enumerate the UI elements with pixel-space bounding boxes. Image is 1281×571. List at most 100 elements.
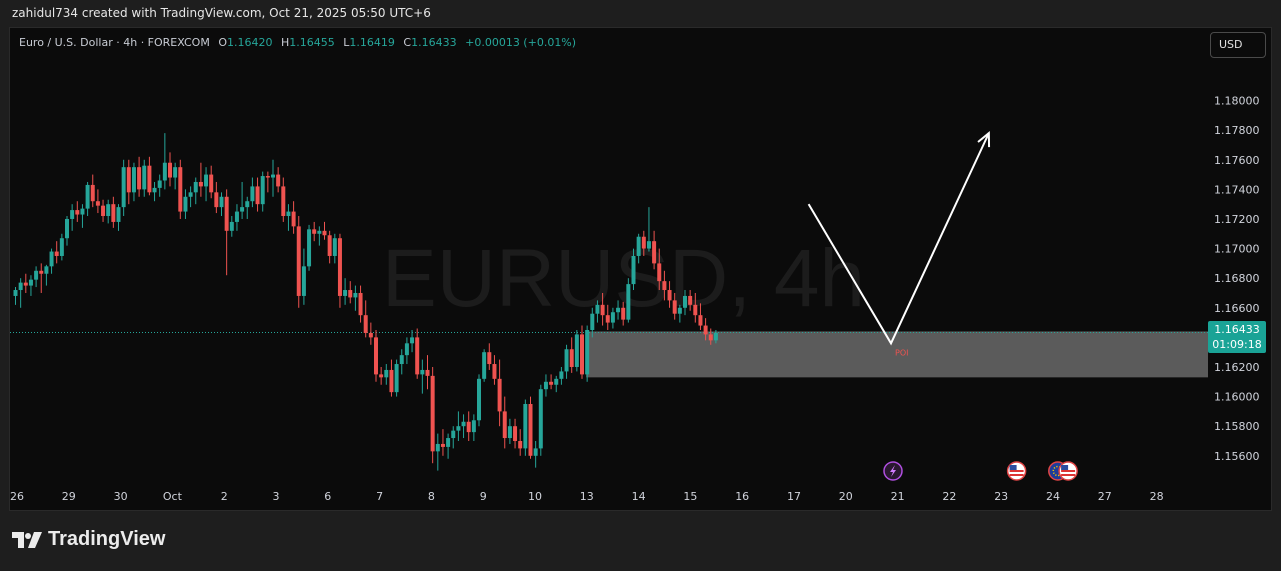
candle-body[interactable] [348,290,353,298]
candle-body[interactable] [137,167,142,190]
candle-body[interactable] [399,355,404,365]
candle-body[interactable] [518,440,523,449]
candle-body[interactable] [152,187,157,193]
candle-body[interactable] [126,167,131,193]
candle-body[interactable] [219,196,224,208]
candle-body[interactable] [374,337,378,375]
candle-body[interactable] [18,282,23,291]
candle-body[interactable] [698,315,703,326]
currency-button[interactable]: USD [1210,32,1266,58]
candle-body[interactable] [631,255,636,285]
candle-body[interactable] [440,443,445,447]
candle-body[interactable] [111,204,116,222]
candle-body[interactable] [492,364,497,379]
candle-body[interactable] [461,421,466,427]
candle-body[interactable] [260,176,265,205]
candle-body[interactable] [394,364,399,393]
candle-body[interactable] [198,181,203,187]
candle-body[interactable] [430,375,435,452]
candle-body[interactable] [276,174,281,187]
projection-path[interactable] [807,132,990,346]
candle-body[interactable] [564,349,569,372]
candle-body[interactable] [90,184,95,202]
candle-body[interactable] [28,279,33,286]
candle-body[interactable] [420,369,425,375]
candle-body[interactable] [652,241,657,264]
candle-body[interactable] [75,210,80,215]
candle-body[interactable] [688,295,693,305]
candle-body[interactable] [693,304,698,316]
candle-body[interactable] [358,292,363,316]
candle-body[interactable] [384,369,389,378]
candle-body[interactable] [636,236,641,256]
candle-body[interactable] [116,207,121,222]
candle-body[interactable] [456,426,461,431]
candle-body[interactable] [343,290,348,296]
candle-body[interactable] [404,343,409,356]
poi-zone[interactable] [586,331,1208,378]
chart-panel[interactable]: EURUSD, 4h POI 1.18000 1.17800 1.17600 1.1740… [9,27,1272,511]
candle-body[interactable] [13,290,18,296]
candle-body[interactable] [363,315,368,333]
candle-body[interactable] [466,421,471,433]
candle-body[interactable] [569,349,574,367]
candle-body[interactable] [410,337,415,344]
candle-body[interactable] [605,315,610,323]
candle-body[interactable] [301,266,306,296]
candle-body[interactable] [250,186,255,202]
candle-body[interactable] [471,420,476,433]
candle-body[interactable] [178,167,183,212]
candle-body[interactable] [54,251,59,256]
candle-body[interactable] [610,312,615,323]
candle-body[interactable] [337,238,342,296]
candle-body[interactable] [44,266,49,274]
candle-body[interactable] [713,332,718,341]
symbol-name[interactable]: Euro / U.S. Dollar · 4h · FOREXCOM [19,36,210,49]
candle-body[interactable] [209,174,214,193]
candle-body[interactable] [332,238,337,256]
candle-body[interactable] [291,211,296,227]
candle-body[interactable] [173,167,178,178]
candle-body[interactable] [600,304,605,316]
candle-body[interactable] [322,230,327,236]
candle-body[interactable] [415,337,420,375]
candle-body[interactable] [188,192,193,197]
candle-body[interactable] [70,210,75,219]
candle-body[interactable] [646,241,651,249]
candle-body[interactable] [34,270,39,280]
candle-body[interactable] [147,165,152,193]
candle-body[interactable] [487,352,492,365]
candle-body[interactable] [271,174,275,178]
candle-body[interactable] [59,238,64,256]
candle-body[interactable] [80,208,85,215]
candle-body[interactable] [307,229,312,267]
candle-body[interactable] [533,448,538,456]
candle-body[interactable] [672,300,677,314]
candle-body[interactable] [528,403,533,456]
candle-body[interactable] [95,201,100,206]
candle-body[interactable] [106,204,111,217]
candle-body[interactable] [502,411,507,439]
candle-body[interactable] [451,430,456,439]
candle-body[interactable] [265,176,270,178]
candle-body[interactable] [193,181,198,193]
candle-body[interactable] [353,292,358,298]
candle-body[interactable] [389,369,394,393]
candle-body[interactable] [245,201,250,208]
candle-body[interactable] [368,332,373,338]
candle-body[interactable] [214,192,219,208]
candle-body[interactable] [523,403,528,449]
candle-body[interactable] [626,284,631,320]
candle-body[interactable] [224,196,229,231]
candle-body[interactable] [23,282,28,286]
candle-body[interactable] [497,378,502,412]
candle-body[interactable] [142,165,147,190]
candle-body[interactable] [204,174,209,187]
candle-body[interactable] [554,378,559,385]
candle-body[interactable] [446,438,451,447]
candle-body[interactable] [683,295,687,308]
candle-body[interactable] [595,304,600,314]
candle-body[interactable] [255,186,260,205]
candle-body[interactable] [183,196,188,212]
candle-body[interactable] [482,352,487,379]
